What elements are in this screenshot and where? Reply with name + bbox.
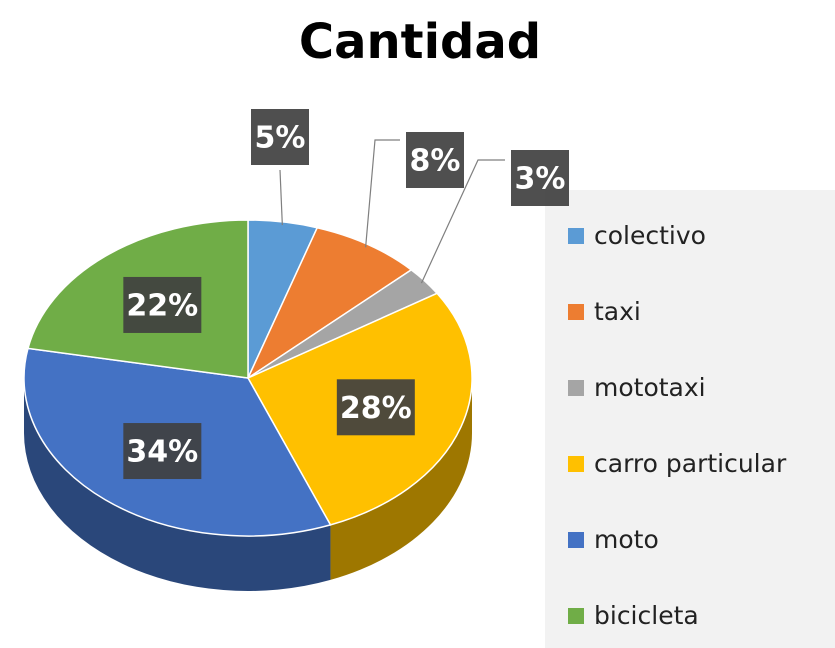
legend-label: moto: [594, 525, 659, 554]
legend-label: colectivo: [594, 221, 706, 250]
legend-swatch: [568, 228, 584, 244]
label-box: [123, 276, 202, 333]
legend-label: taxi: [594, 297, 641, 326]
legend-label: mototaxi: [594, 373, 706, 402]
pie-side: [330, 378, 472, 580]
legend-box: [545, 190, 835, 648]
legend-label: bicicleta: [594, 601, 699, 630]
legend-swatch: [568, 380, 584, 396]
legend-swatch: [568, 304, 584, 320]
label-box: [251, 109, 309, 165]
data-label: 34%: [126, 435, 198, 470]
legend: colectivo taxi mototaxi carro particular mot…: [568, 221, 787, 630]
data-label: 3%: [515, 162, 566, 197]
legend-swatch: [568, 456, 584, 472]
pie-side: [24, 378, 331, 591]
pie-tops: [23, 219, 473, 537]
legend-swatch: [568, 532, 584, 548]
label-box: [511, 150, 569, 206]
label-box: [406, 132, 464, 188]
legend-swatch: [568, 608, 584, 624]
label-box: [336, 379, 415, 436]
pie-slice: [246, 226, 413, 381]
label-box: [123, 423, 202, 480]
legend-label: carro particular: [594, 449, 787, 478]
data-labels: 5% 8% 3% 28% 34% 22%: [123, 109, 569, 480]
leader-line: [365, 139, 400, 248]
data-label: 5%: [255, 121, 306, 156]
data-label: 8%: [410, 144, 461, 179]
data-label: 22%: [126, 288, 198, 323]
chart-title: Cantidad: [299, 14, 541, 70]
leader-line: [279, 169, 283, 226]
pie-sides: [24, 378, 472, 591]
data-label: 28%: [340, 391, 412, 426]
leader-line: [420, 159, 505, 284]
